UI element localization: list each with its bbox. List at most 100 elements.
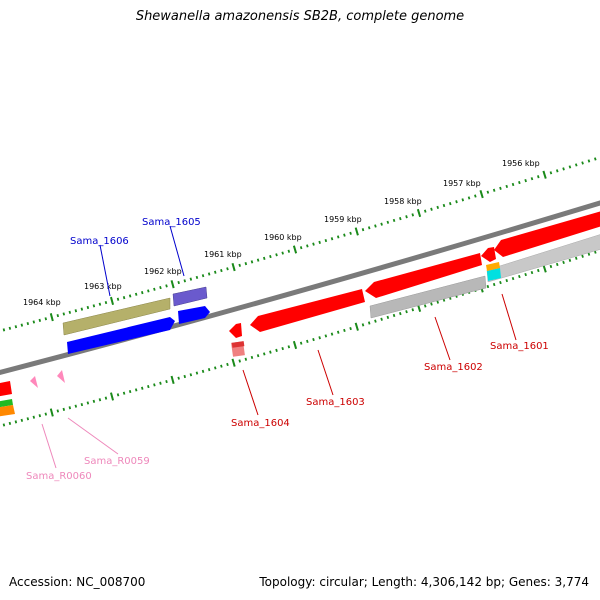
outer-ring-minor-tick (299, 246, 303, 250)
inner-ring-minor-tick (392, 313, 396, 318)
outer-ring-minor-tick (530, 177, 534, 181)
gene-label-sama-1606[interactable]: Sama_1606 (70, 236, 129, 247)
outer-ring-minor-tick (195, 275, 199, 280)
gray-feature-sama-1602[interactable] (369, 275, 487, 319)
inner-ring-minor-tick (436, 300, 440, 304)
red-cds-sama-1601[interactable] (494, 210, 600, 257)
inner-ring-minor-tick (518, 274, 521, 279)
inner-ring-minor-tick (244, 357, 248, 361)
inner-ring-minor-tick (411, 308, 415, 312)
red-cds-sama-1603[interactable] (250, 289, 365, 332)
outer-ring-minor-tick (442, 203, 446, 208)
ruler-label-1957: 1957 kbp (443, 179, 481, 188)
cyan-feature[interactable] (487, 268, 501, 281)
inner-ring-major-tick (170, 375, 175, 384)
outer-ring-minor-tick (256, 258, 260, 262)
outer-ring-minor-tick (80, 307, 84, 311)
inner-ring-minor-tick (8, 421, 12, 425)
inner-ring-minor-tick (220, 364, 223, 368)
leader-sama-r0060 (41, 423, 57, 469)
outer-ring-minor-tick (455, 200, 458, 204)
inner-ring-major-tick (49, 408, 54, 417)
outer-ring-minor-tick (555, 169, 559, 173)
gray-feature-sama-1601[interactable] (486, 233, 600, 283)
inner-ring-minor-tick (593, 250, 597, 254)
outer-ring-minor-tick (122, 296, 126, 300)
inner-ring-minor-tick (343, 328, 346, 333)
inner-ring-minor-tick (374, 319, 377, 323)
olive-feature-sama-1606[interactable] (62, 297, 171, 336)
outer-ring-minor-tick (306, 244, 309, 248)
inner-ring-minor-tick (141, 386, 144, 390)
outer-ring-minor-tick (467, 196, 471, 200)
inner-ring-minor-tick (361, 323, 365, 327)
outer-ring-minor-tick (336, 235, 340, 239)
inner-ring-minor-tick (562, 260, 565, 265)
outer-ring-minor-tick (312, 242, 315, 246)
inner-ring-minor-tick (349, 326, 352, 331)
outer-ring-minor-tick (436, 205, 440, 210)
ruler-label-1963: 1963 kbp (84, 282, 122, 291)
outer-ring-minor-tick (14, 325, 18, 329)
inner-ring-minor-tick (318, 336, 321, 340)
red-small-feature-top[interactable] (231, 341, 245, 348)
green-feature-left-edge[interactable] (0, 399, 13, 408)
outer-ring-minor-tick (386, 220, 390, 224)
gene-label-sama-r0059[interactable]: Sama_R0059 (84, 456, 150, 467)
gene-label-sama-r0060[interactable]: Sama_R0060 (26, 471, 92, 482)
orange-feature[interactable] (486, 262, 500, 271)
ruler-label-1956: 1956 kbp (502, 159, 540, 168)
gene-label-sama-1602[interactable]: Sama_1602 (424, 362, 483, 373)
red-cds-left-edge[interactable] (0, 381, 12, 397)
outer-ring-minor-tick (330, 237, 334, 241)
outer-ring-minor-tick (423, 209, 427, 213)
rna-feature-sama-r0059[interactable] (57, 370, 65, 383)
rna-feature-sama-r0060[interactable] (30, 376, 38, 388)
inner-ring-minor-tick (86, 401, 90, 405)
outer-ring-minor-tick (74, 309, 78, 313)
orange-feature-left-edge[interactable] (0, 405, 15, 417)
inner-ring-minor-tick (238, 359, 241, 363)
inner-ring-minor-tick (287, 345, 291, 349)
outer-ring-minor-tick (448, 202, 452, 206)
outer-ring-minor-tick (343, 233, 346, 237)
outer-ring-major-tick (354, 227, 359, 236)
inner-ring-minor-tick (98, 398, 102, 402)
inner-tick-ring (2, 250, 597, 427)
gene-label-sama-1604[interactable]: Sama_1604 (231, 418, 290, 429)
genome-backbone (0, 200, 600, 375)
blue-cds-sama-1606[interactable] (67, 317, 175, 354)
outer-ring-minor-tick (361, 228, 365, 232)
outer-ring-minor-tick (32, 320, 36, 324)
outer-ring-minor-tick (62, 312, 66, 316)
outer-ring-minor-tick (104, 300, 108, 305)
outer-ring-minor-tick (262, 256, 266, 260)
purple-feature-sama-1605[interactable] (172, 286, 208, 307)
blue-cds-sama-1605[interactable] (178, 306, 210, 324)
gene-label-sama-1603[interactable]: Sama_1603 (306, 397, 365, 408)
inner-ring-major-tick (109, 392, 115, 401)
inner-ring-minor-tick (207, 368, 211, 372)
gene-label-sama-1601[interactable]: Sama_1601 (490, 341, 549, 352)
inner-ring-minor-tick (442, 298, 446, 302)
red-cds-small[interactable] (481, 247, 496, 262)
inner-ring-minor-tick (201, 369, 205, 373)
outer-ring-minor-tick (177, 280, 180, 285)
outer-ring-minor-tick (2, 328, 6, 332)
inner-ring-minor-tick (153, 383, 156, 387)
inner-ring-minor-tick (226, 362, 229, 367)
outer-ring-minor-tick (587, 159, 591, 163)
outer-ring-minor-tick (399, 217, 402, 221)
red-cds-sama-1602[interactable] (365, 253, 482, 298)
gene-label-sama-1605[interactable]: Sama_1605 (142, 217, 201, 228)
ruler-label-1959: 1959 kbp (324, 215, 362, 224)
red-cds-sama-1604[interactable] (229, 323, 242, 338)
inner-ring-minor-tick (159, 381, 162, 385)
leader-sama-1605 (169, 225, 185, 277)
leader-sama-1602 (434, 316, 451, 361)
inner-ring-minor-tick (189, 373, 193, 377)
outer-ring-minor-tick (56, 313, 60, 318)
outer-ring-major-tick (542, 170, 547, 179)
inner-ring-minor-tick (122, 391, 126, 395)
